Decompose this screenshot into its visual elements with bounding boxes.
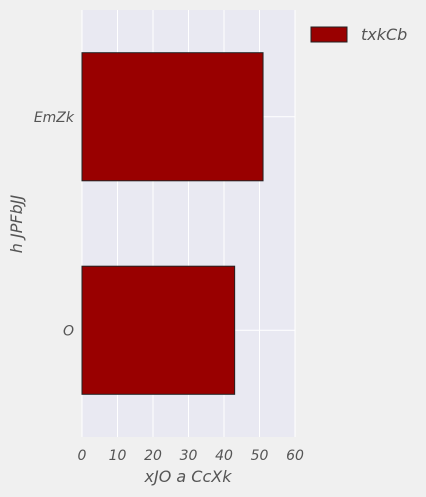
x-tick-label: 10 [109,448,127,464]
x-axis-label: xJO a CcXk [144,467,233,486]
legend-label: txkCb [361,25,407,44]
x-axis-ticks: 0 10 20 30 40 50 60 [78,448,304,464]
x-tick-label: 20 [144,448,162,464]
x-tick-label: 40 [215,448,233,464]
bar-o [81,265,236,395]
bar-emzk [81,52,264,182]
y-axis-ticks: EmZk O [34,110,75,340]
y-tick-label: EmZk [34,110,75,126]
x-tick-label: 50 [251,448,269,464]
bars [81,52,264,395]
y-axis-label: h JPFbJJ [7,195,26,254]
x-tick-label: 0 [78,448,87,464]
x-tick-label: 30 [180,448,198,464]
y-tick-label: O [63,323,74,339]
legend-swatch [310,26,348,43]
x-tick-label: 60 [286,448,304,464]
legend: txkCb [310,25,407,44]
